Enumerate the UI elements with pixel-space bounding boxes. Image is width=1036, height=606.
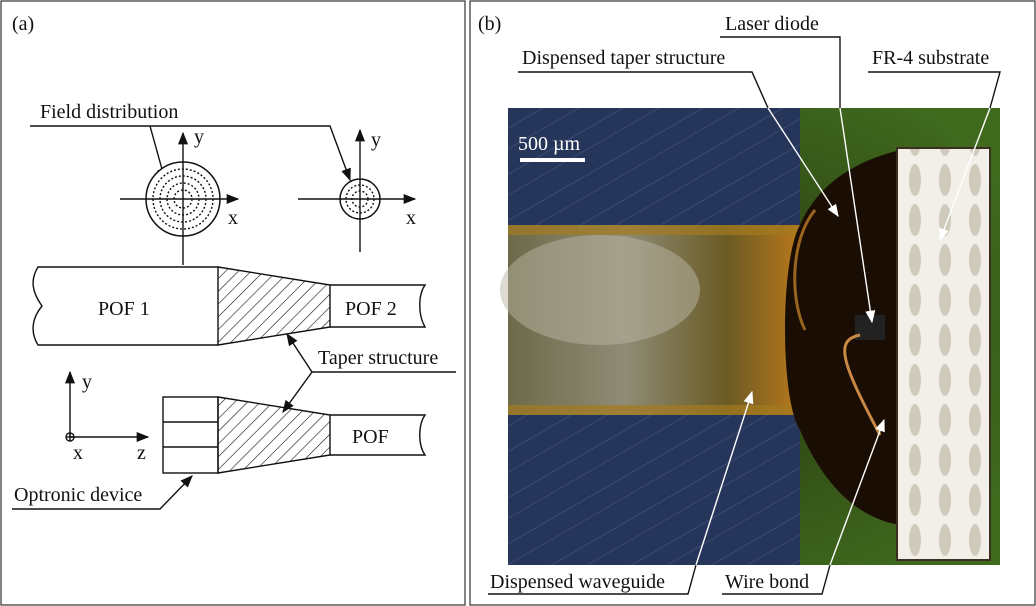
panel-label: (b) [478,13,501,35]
annotation: Dispensed taper structure [522,47,725,69]
fiber-label: POF 1 [98,298,150,320]
annotation: Laser diode [725,13,819,35]
micrograph [500,108,1000,565]
axis-label: x [228,207,238,229]
axis-label: y [194,126,204,148]
fiber-label: POF 2 [345,298,397,320]
annotation: Taper structure [318,347,438,369]
scale-bar-label: 500 µm [518,133,581,155]
annotation: Dispensed waveguide [490,571,665,593]
annotation: Field distribution [40,101,178,123]
fiber-label: POF [352,426,389,448]
axis-label: x [406,207,416,229]
panel-label: (a) [12,13,34,35]
annotation: Optronic device [14,484,142,506]
axis-label: y [82,371,92,393]
annotation: Wire bond [725,571,809,593]
axis-label: z [137,442,146,464]
axis-label: y [371,129,381,151]
figure: (a) Field distribution y x y x POF 1 POF… [0,0,1036,606]
axis-label: x [73,442,83,464]
annotation: FR-4 substrate [872,47,989,69]
